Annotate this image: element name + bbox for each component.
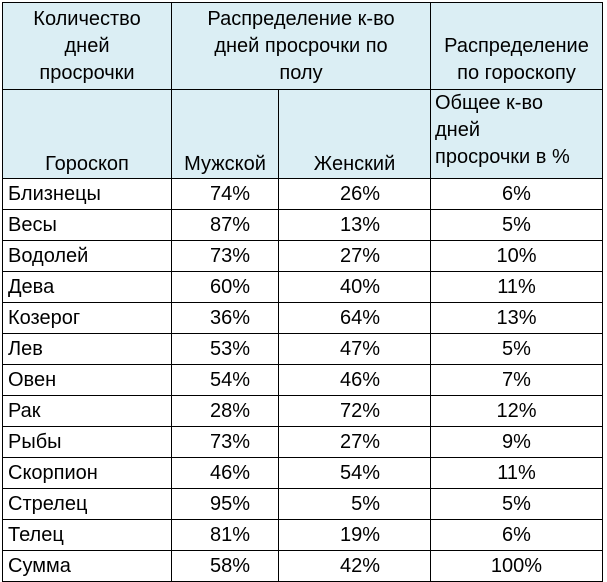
sign-cell: Телец (2, 519, 172, 551)
table-row: Телец 81% 19% 6% (2, 519, 603, 551)
total-cell: 5% (430, 209, 603, 241)
female-cell: 42% (278, 550, 431, 582)
sign-cell: Сумма (2, 550, 172, 582)
female-cell: 13% (278, 209, 431, 241)
male-cell: 74% (171, 178, 279, 210)
sign-cell: Овен (2, 364, 172, 396)
table-row: Овен 54% 46% 7% (2, 364, 603, 396)
header-gender-distribution: Распределение к-во дней просрочки по пол… (171, 2, 431, 90)
total-cell: 12% (430, 395, 603, 427)
header-horoscope: Гороскоп (2, 89, 172, 179)
male-cell: 58% (171, 550, 279, 582)
sign-cell: Рыбы (2, 426, 172, 458)
table-row: Стрелец 95% 5% 5% (2, 488, 603, 520)
total-cell: 100% (430, 550, 603, 582)
header-female: Женский (278, 89, 431, 179)
male-cell: 36% (171, 302, 279, 334)
male-cell: 54% (171, 364, 279, 396)
female-cell: 26% (278, 178, 431, 210)
male-cell: 81% (171, 519, 279, 551)
sign-cell: Водолей (2, 240, 172, 272)
female-cell: 27% (278, 240, 431, 272)
total-cell: 5% (430, 333, 603, 365)
total-cell: 6% (430, 519, 603, 551)
table-row: Скорпион 46% 54% 11% (2, 457, 603, 489)
male-cell: 53% (171, 333, 279, 365)
female-cell: 64% (278, 302, 431, 334)
table-row: Рыбы 73% 27% 9% (2, 426, 603, 458)
header-horoscope-distribution: Распределение по гороскопу (430, 2, 603, 90)
female-cell: 27% (278, 426, 431, 458)
total-cell: 11% (430, 457, 603, 489)
table-row: Дева 60% 40% 11% (2, 271, 603, 303)
table-row: Лев 53% 47% 5% (2, 333, 603, 365)
sign-cell: Весы (2, 209, 172, 241)
female-cell: 19% (278, 519, 431, 551)
total-cell: 9% (430, 426, 603, 458)
total-cell: 10% (430, 240, 603, 272)
table-row-sum: Сумма 58% 42% 100% (2, 550, 603, 582)
total-cell: 13% (430, 302, 603, 334)
male-cell: 73% (171, 426, 279, 458)
sign-cell: Скорпион (2, 457, 172, 489)
total-cell: 5% (430, 488, 603, 520)
female-cell: 46% (278, 364, 431, 396)
header-total-percent: Общее к-во дней просрочки в % (430, 89, 603, 179)
female-cell: 47% (278, 333, 431, 365)
female-cell: 40% (278, 271, 431, 303)
total-cell: 11% (430, 271, 603, 303)
header-days-overdue: Количество дней просрочки (2, 2, 172, 90)
sign-cell: Рак (2, 395, 172, 427)
table-row: Рак 28% 72% 12% (2, 395, 603, 427)
sign-cell: Стрелец (2, 488, 172, 520)
table-row: Близнецы 74% 26% 6% (2, 178, 603, 210)
table-row: Весы 87% 13% 5% (2, 209, 603, 241)
female-cell: 54% (278, 457, 431, 489)
total-cell: 6% (430, 178, 603, 210)
sign-cell: Близнецы (2, 178, 172, 210)
total-cell: 7% (430, 364, 603, 396)
male-cell: 28% (171, 395, 279, 427)
male-cell: 73% (171, 240, 279, 272)
sign-cell: Дева (2, 271, 172, 303)
sign-cell: Лев (2, 333, 172, 365)
male-cell: 95% (171, 488, 279, 520)
female-cell: 72% (278, 395, 431, 427)
sign-cell: Козерог (2, 302, 172, 334)
male-cell: 46% (171, 457, 279, 489)
table-row: Козерог 36% 64% 13% (2, 302, 603, 334)
header-male: Мужской (171, 89, 279, 179)
male-cell: 87% (171, 209, 279, 241)
female-cell: 5% (278, 488, 431, 520)
male-cell: 60% (171, 271, 279, 303)
table-row: Водолей 73% 27% 10% (2, 240, 603, 272)
